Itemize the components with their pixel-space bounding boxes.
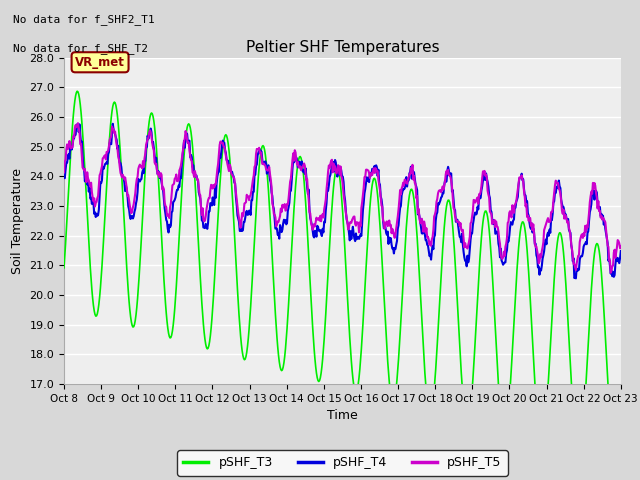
- pSHF_T5: [411, 180, 419, 186]
- Y-axis label: Soil Temperature: Soil Temperature: [11, 168, 24, 274]
- pSHF_T5: [185, 140, 193, 145]
- pSHF_T3: [128, 323, 136, 328]
- pSHF_T5: [214, 161, 222, 167]
- pSHF_T5: [128, 208, 136, 214]
- pSHF_T3: [74, 88, 81, 94]
- pSHF_T5: [617, 243, 625, 249]
- X-axis label: Time: Time: [327, 409, 358, 422]
- pSHF_T4: [428, 257, 435, 263]
- pSHF_T3: [411, 204, 419, 210]
- pSHF_T3: [60, 265, 68, 271]
- pSHF_T4: [128, 214, 136, 219]
- pSHF_T4: [185, 139, 193, 144]
- pSHF_T4: [572, 276, 580, 281]
- pSHF_T3: [70, 105, 78, 110]
- Line: pSHF_T3: pSHF_T3: [64, 91, 621, 468]
- Legend: pSHF_T3, pSHF_T4, pSHF_T5: pSHF_T3, pSHF_T4, pSHF_T5: [177, 450, 508, 476]
- Text: VR_met: VR_met: [75, 56, 125, 69]
- pSHF_T5: [70, 134, 78, 140]
- pSHF_T3: [428, 410, 435, 416]
- pSHF_T4: [411, 176, 419, 182]
- pSHF_T3: [185, 121, 193, 127]
- pSHF_T3: [214, 212, 222, 218]
- pSHF_T5: [74, 120, 82, 126]
- pSHF_T5: [607, 270, 614, 276]
- pSHF_T5: [428, 243, 435, 249]
- pSHF_T4: [60, 175, 68, 180]
- pSHF_T3: [612, 466, 620, 471]
- Text: No data for f_SHF2_T1: No data for f_SHF2_T1: [13, 14, 154, 25]
- pSHF_T4: [617, 248, 625, 254]
- Line: pSHF_T5: pSHF_T5: [64, 123, 621, 273]
- Line: pSHF_T4: pSHF_T4: [64, 124, 621, 278]
- pSHF_T4: [70, 135, 78, 141]
- Title: Peltier SHF Temperatures: Peltier SHF Temperatures: [246, 40, 439, 55]
- Text: No data for f_SHF_T2: No data for f_SHF_T2: [13, 43, 148, 54]
- pSHF_T4: [214, 169, 222, 175]
- pSHF_T5: [60, 169, 68, 175]
- pSHF_T4: [109, 121, 116, 127]
- pSHF_T3: [617, 428, 625, 434]
